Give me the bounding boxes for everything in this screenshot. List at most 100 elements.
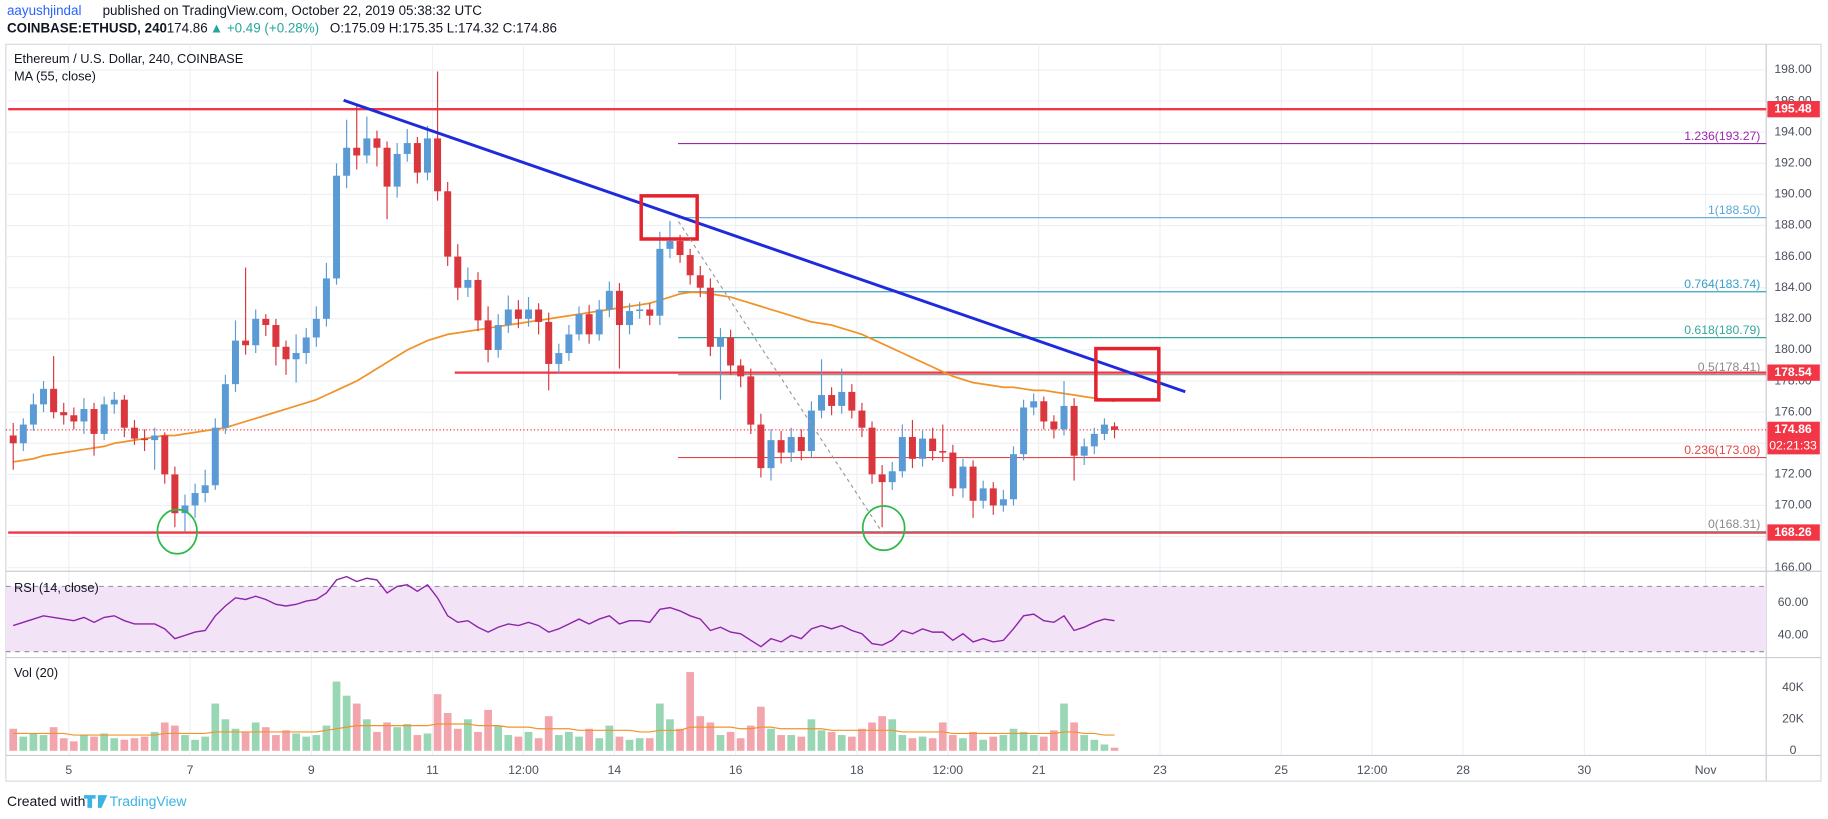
- candle-body: [272, 325, 280, 347]
- volume-bar: [332, 681, 341, 751]
- author[interactable]: aayushjindal: [7, 3, 81, 18]
- candle-body: [747, 376, 755, 425]
- volume-bar: [615, 736, 624, 751]
- x-tick-label: 16: [729, 763, 743, 777]
- volume-bar: [736, 738, 745, 751]
- volume-bar: [110, 738, 119, 751]
- countdown-label: 02:21:33: [1769, 438, 1817, 452]
- fib-label: 0.764(183.74): [1684, 277, 1760, 291]
- price-tag-label: 178.54: [1774, 365, 1812, 379]
- candle-body: [535, 309, 543, 322]
- countdown-tag: [1767, 438, 1820, 455]
- candle-body: [868, 427, 876, 475]
- volume-bar: [666, 719, 674, 751]
- candle-body: [737, 365, 745, 377]
- y-tick-label: 180.00: [1774, 342, 1812, 356]
- candle-body: [1060, 405, 1068, 430]
- y-tick-label: 190.00: [1774, 187, 1812, 201]
- volume-bar: [413, 735, 422, 751]
- candle-body: [70, 415, 78, 422]
- candle-body: [130, 427, 138, 439]
- candle-body: [262, 318, 270, 326]
- x-tick-label: 12:00: [508, 763, 539, 777]
- volume-bar: [453, 728, 462, 751]
- candle-body: [706, 287, 714, 347]
- candle-body: [585, 314, 593, 335]
- candle-body: [828, 395, 836, 406]
- volume-bar: [696, 716, 705, 751]
- volume-bar: [140, 736, 149, 751]
- candle-body: [1030, 401, 1038, 408]
- volume-bar: [757, 706, 765, 751]
- y-tick-label: 188.00: [1774, 218, 1812, 232]
- volume-bar: [989, 736, 998, 751]
- candle-body: [686, 255, 694, 276]
- candle-body: [504, 309, 512, 326]
- volume-bar: [130, 738, 139, 751]
- candle-body: [676, 241, 684, 256]
- volume-bar: [706, 722, 715, 751]
- header-ohlc: O:175.09 H:175.35 L:174.32 C:174.86: [330, 21, 557, 36]
- candle-body: [100, 404, 108, 434]
- volume-bar: [120, 739, 129, 751]
- footer-brand[interactable]: TradingView: [110, 793, 188, 809]
- candle-body: [777, 440, 785, 453]
- candle-body: [454, 256, 462, 288]
- volume-bar: [625, 739, 634, 751]
- footer-created: Created with: [7, 793, 85, 809]
- candle-body: [231, 340, 239, 385]
- vol-tick-label: 40K: [1782, 680, 1805, 694]
- volume-bar: [352, 703, 361, 751]
- volume-bar: [181, 735, 189, 751]
- low-circle: [861, 505, 906, 552]
- y-tick-label: 184.00: [1774, 280, 1812, 294]
- x-tick-label: 11: [426, 763, 439, 777]
- candle-body: [716, 337, 724, 347]
- price-tag: [1767, 364, 1820, 381]
- volume-bar: [1090, 739, 1099, 751]
- volume-bar: [282, 730, 290, 751]
- volume-bar: [928, 738, 937, 751]
- candle-body: [626, 311, 634, 326]
- candle-body: [494, 325, 502, 350]
- volume-bar: [241, 731, 250, 751]
- x-tick-label: Nov: [1695, 763, 1718, 777]
- rsi-tick-label: 40.00: [1778, 628, 1809, 642]
- volume-bar: [767, 728, 775, 751]
- volume-bar: [9, 728, 18, 751]
- volume-bar: [676, 728, 684, 751]
- header-change: ▲ +0.49 (+0.28%): [210, 21, 319, 36]
- volume-bar: [49, 727, 58, 751]
- candle-body: [858, 410, 866, 428]
- volume-bar: [29, 733, 38, 751]
- volume-bar: [191, 739, 199, 751]
- candle-body: [888, 471, 896, 483]
- price-tag-label: 174.86: [1774, 422, 1812, 436]
- fib-label: 0.5(178.41): [1698, 360, 1761, 374]
- candle-body: [474, 279, 482, 321]
- volume-bar: [716, 735, 725, 751]
- volume-bar: [746, 725, 755, 751]
- volume-bar: [393, 727, 402, 751]
- candle-body: [403, 143, 411, 154]
- volume-bar: [938, 722, 947, 751]
- volume-bar: [171, 725, 179, 751]
- candle-body: [302, 337, 310, 354]
- candle-body: [353, 147, 361, 156]
- y-tick-label: 182.00: [1774, 311, 1812, 325]
- candle-body: [343, 147, 351, 176]
- volume-bar: [423, 733, 432, 751]
- candle-body: [565, 334, 573, 354]
- candle-body: [464, 279, 472, 288]
- rsi-label: RSI (14, close): [14, 580, 99, 595]
- candle-body: [767, 440, 775, 469]
- candle-body: [696, 275, 704, 288]
- candle-body: [80, 409, 88, 422]
- candle-body: [787, 437, 795, 453]
- x-tick-label: 30: [1578, 763, 1592, 777]
- candle-body: [444, 191, 452, 257]
- candle-body: [605, 290, 613, 310]
- volume-bar: [858, 728, 866, 751]
- volume-bar: [464, 719, 472, 751]
